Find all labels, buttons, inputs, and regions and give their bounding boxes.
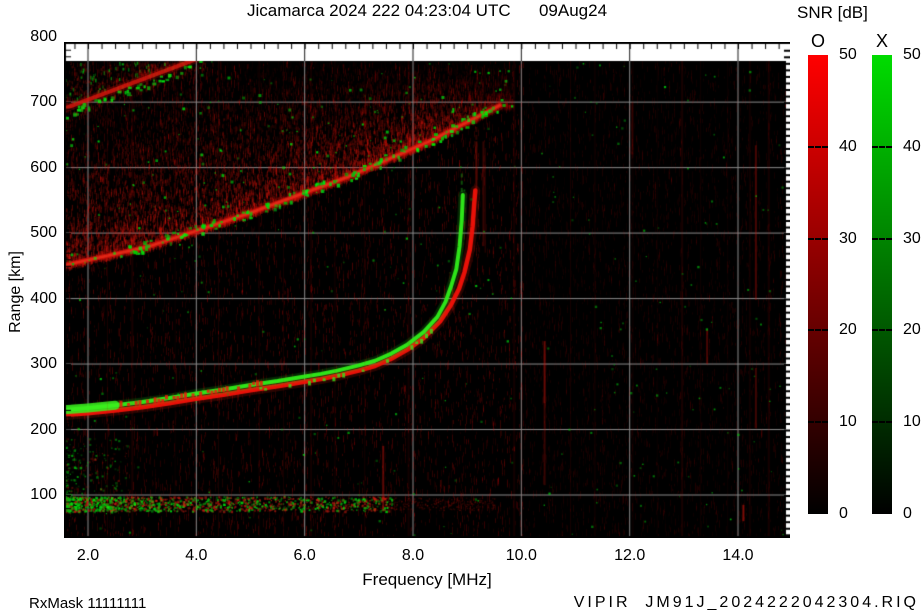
- colorbar-title: SNR [dB]: [797, 3, 868, 22]
- filename-text: VIPIR JM91J_2024222042304.RIQ: [573, 594, 919, 611]
- colorbar-x-tick-label: 40: [903, 137, 921, 155]
- x-tick-label: 6.0: [293, 547, 316, 564]
- colorbar-tick-dash: [808, 421, 828, 424]
- colorbar-o-tick-label: 20: [839, 321, 857, 339]
- colorbar-o-label: O: [810, 31, 825, 51]
- y-tick-label: 600: [30, 158, 57, 176]
- colorbar-tick-dash: [872, 421, 892, 424]
- x-tick-label: 10.0: [505, 547, 537, 564]
- colorbar-x-tick-label: 10: [903, 413, 921, 431]
- x-axis-title: Frequency [MHz]: [362, 570, 492, 589]
- x-tick-label: 14.0: [722, 547, 754, 564]
- ionogram-plot: [64, 42, 790, 538]
- colorbar-tick-dash: [808, 329, 828, 332]
- y-tick-label: 300: [30, 355, 57, 373]
- colorbar-o-tick-label: 0: [839, 505, 848, 522]
- colorbar-x-gradient: [872, 55, 892, 514]
- y-axis-title: Range [km]: [7, 251, 24, 333]
- y-tick-label: 400: [30, 289, 57, 307]
- plot-title: Jicamarca 2024 222 04:23:04 UTC 09Aug24: [246, 1, 608, 20]
- rxmask-text: RxMask 11111111: [29, 595, 147, 612]
- colorbar-x-tick-label: 30: [903, 229, 921, 247]
- colorbar-tick-dash: [872, 145, 892, 148]
- x-tick-label: 8.0: [401, 547, 425, 564]
- y-tick-label: 100: [30, 486, 57, 503]
- x-tick-label: 12.0: [614, 547, 646, 564]
- colorbar-tick-dash: [872, 237, 892, 240]
- colorbar-x-tick-label: 20: [903, 321, 921, 339]
- colorbar-o-gradient: [808, 55, 828, 514]
- colorbar-x-tick-label: 0: [903, 505, 912, 522]
- colorbar-tick-dash: [872, 329, 892, 332]
- colorbar-o-tick-label: 50: [839, 46, 857, 63]
- x-tick-label: 4.0: [185, 547, 208, 564]
- colorbar-x-label: X: [875, 31, 888, 51]
- y-tick-label: 800: [30, 27, 57, 45]
- colorbar-o-tick-label: 30: [839, 229, 857, 247]
- colorbar-o-tick-label: 40: [839, 137, 857, 155]
- y-tick-label: 200: [30, 420, 57, 438]
- colorbar-tick-dash: [808, 237, 828, 240]
- y-tick-label: 700: [30, 93, 57, 111]
- colorbar-x-tick-label: 50: [903, 46, 921, 63]
- y-tick-label: 500: [30, 224, 57, 242]
- x-tick-label: 2.0: [76, 547, 100, 564]
- colorbar-o-tick-label: 10: [839, 413, 857, 431]
- colorbar-tick-dash: [808, 145, 828, 148]
